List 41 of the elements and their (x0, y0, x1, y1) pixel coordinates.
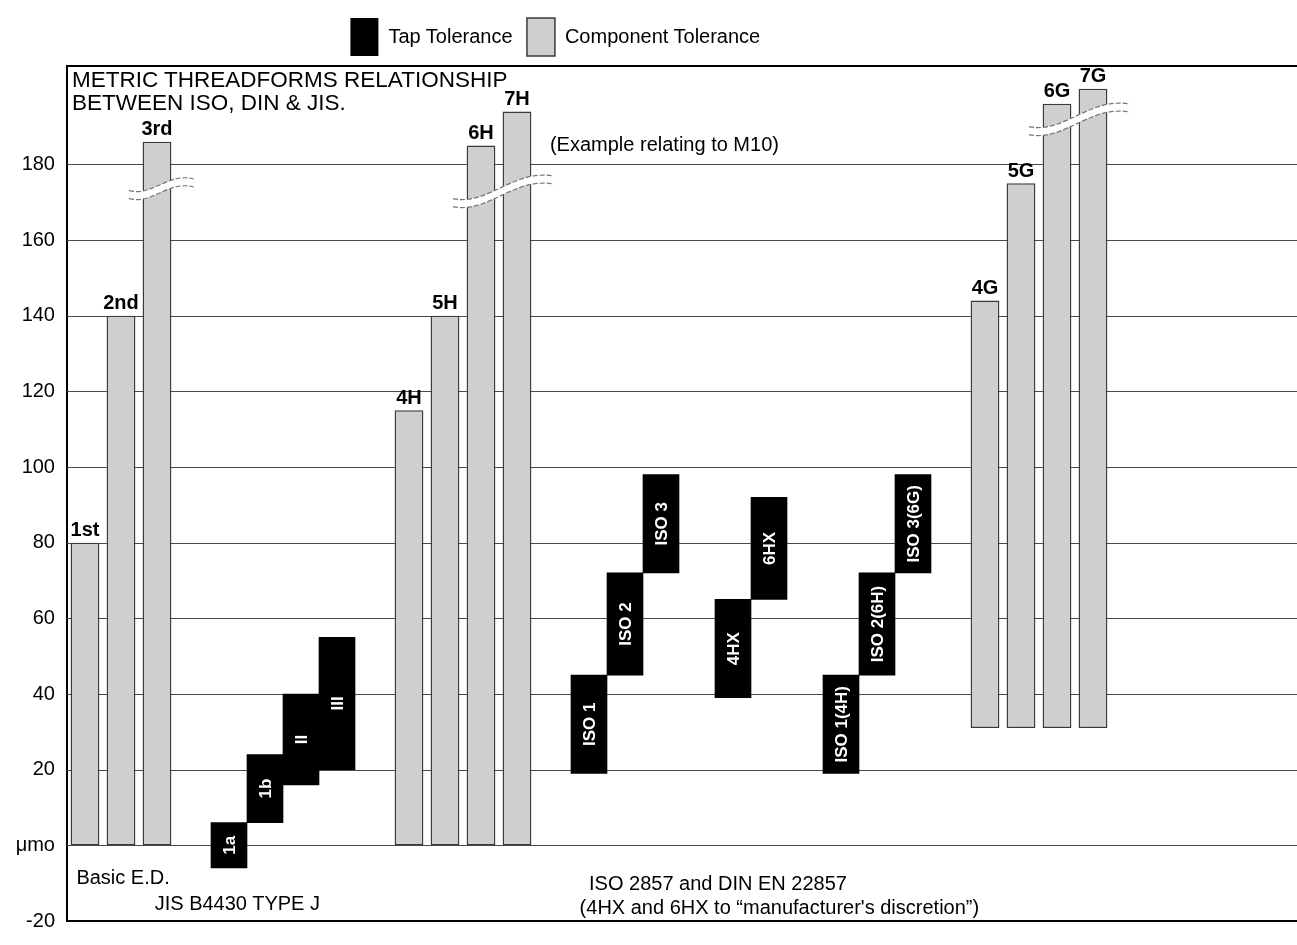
x-tick-label: 6G (1043, 79, 1071, 102)
y-tick-label: 60 (32, 605, 55, 628)
y-tick-label: -20 (26, 908, 55, 931)
x-tick-label: 1st (70, 518, 100, 541)
x-tick-label: 5G (1007, 158, 1035, 181)
x-tick-label: ISO 1 (579, 702, 599, 747)
y-tick-label: 120 (21, 378, 55, 401)
y-tick-label: 40 (32, 681, 55, 704)
x-tick-label: II (291, 734, 311, 745)
x-tick-label: III (327, 696, 347, 711)
x-tick-label: ISO 3(6G) (903, 485, 923, 563)
y-tick-label: 80 (32, 530, 55, 553)
x-tick-label: ISO 3 (651, 502, 671, 546)
x-tick-label: 6HX (759, 531, 779, 565)
bar (570, 674, 608, 774)
x-tick-label: ISO 2(6H) (867, 585, 887, 663)
x-tick-label: 3rd (141, 117, 173, 140)
x-tick-label: 2nd (103, 291, 139, 314)
y-tick-label: 160 (21, 227, 55, 250)
x-tick-label: 1b (255, 778, 275, 799)
annotation: ISO 2857 and DIN EN 22857 (589, 871, 847, 894)
y-tick-label: 100 (21, 454, 55, 477)
x-tick-label: 4HX (723, 631, 743, 666)
y-tick-label: 180 (21, 151, 55, 174)
legend-label: Tap Tolerance (388, 24, 513, 47)
legend-label: Component Tolerance (564, 24, 761, 47)
x-tick-label: 1a (219, 835, 239, 855)
annotation: JIS B4430 TYPE J (154, 892, 320, 915)
x-tick-label: ISO 1(4H) (831, 686, 851, 763)
x-tick-label: ISO 2 (615, 602, 635, 646)
x-tick-label: 7G (1079, 64, 1107, 87)
x-tick-label: 4G (971, 276, 999, 299)
annotation: (4HX and 6HX to “manufacturer's discretion”) (579, 895, 980, 918)
annotation: Basic E.D. (76, 865, 170, 888)
y-tick-label: 20 (32, 757, 55, 780)
y-tick-label: μmo (15, 832, 55, 855)
x-tick-label: 6H (468, 120, 494, 143)
x-tick-label: 4H (396, 385, 422, 408)
text: (Example relating to M10) (549, 133, 779, 156)
x-tick-label: 5H (432, 291, 458, 314)
y-tick-label: 140 (21, 303, 55, 326)
